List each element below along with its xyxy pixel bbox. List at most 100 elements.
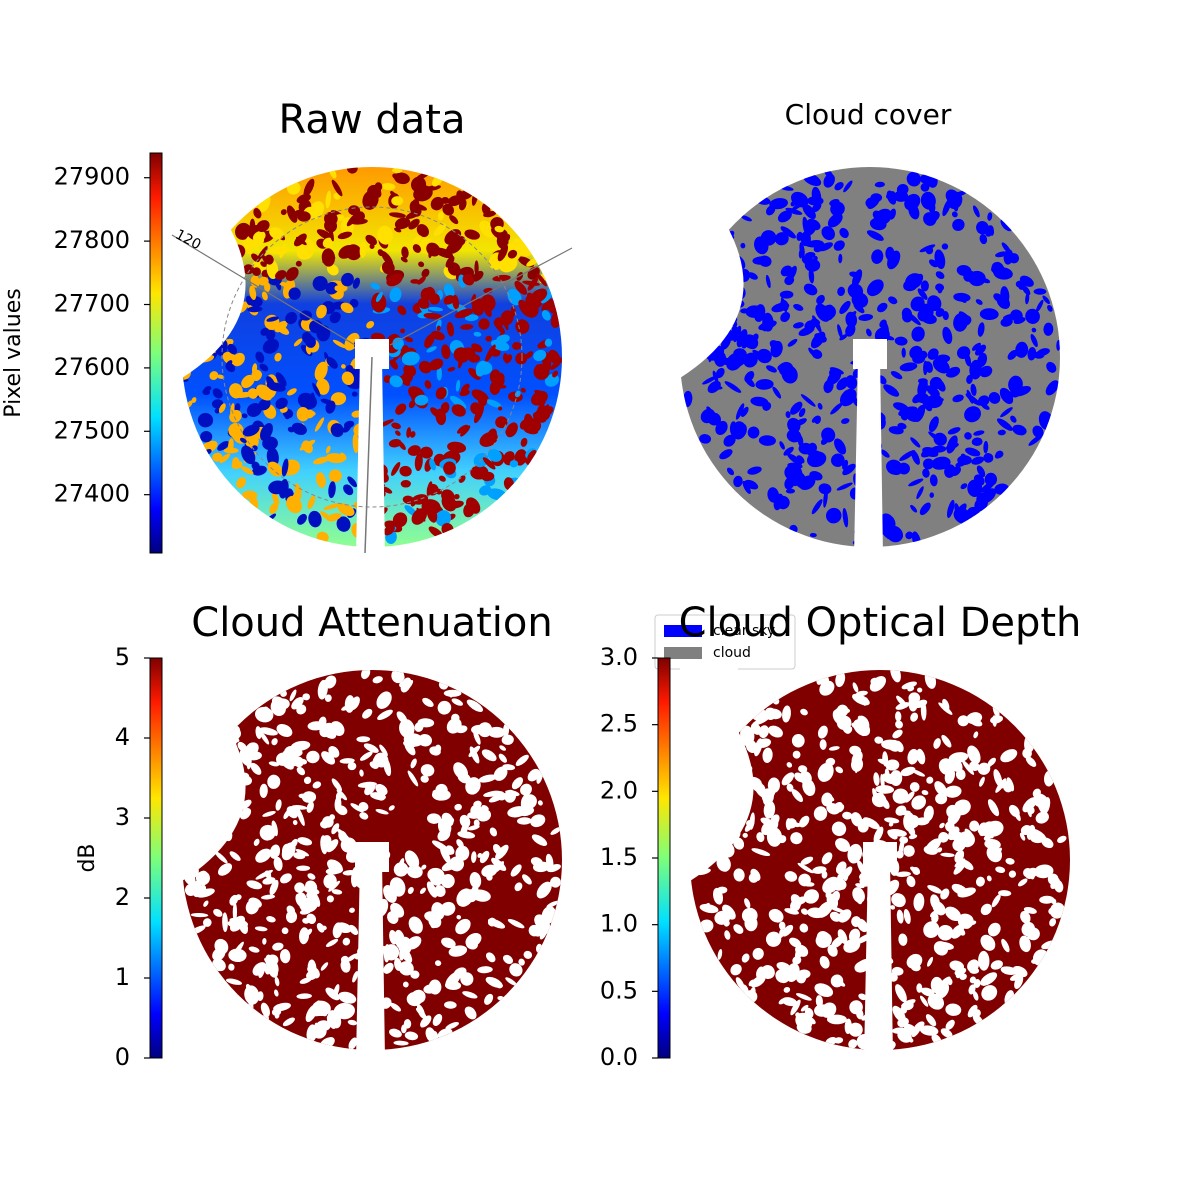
blob [230, 403, 235, 416]
blob [743, 352, 758, 368]
blob [1036, 348, 1050, 356]
blob [856, 918, 869, 933]
blob [887, 250, 901, 270]
blob [749, 987, 756, 998]
blob [429, 458, 436, 471]
blob [493, 766, 508, 781]
blob [1013, 809, 1021, 822]
blob [740, 215, 752, 222]
blob [443, 689, 462, 697]
blob [366, 320, 375, 329]
blob [911, 450, 920, 465]
blob [813, 806, 828, 821]
blob [781, 924, 794, 937]
blob [969, 820, 980, 832]
blob [852, 887, 865, 903]
blob [359, 769, 364, 777]
blob [986, 875, 992, 882]
blob [782, 705, 792, 723]
blob [333, 984, 340, 998]
blob [888, 822, 894, 827]
blob [424, 380, 432, 389]
blob [395, 403, 407, 415]
blob [782, 997, 797, 1007]
blob [724, 381, 742, 393]
blob [859, 871, 871, 881]
blob [927, 993, 944, 1010]
blob [997, 429, 1006, 436]
blob [759, 233, 766, 243]
blob [1031, 828, 1047, 842]
notch [670, 157, 744, 378]
blob [383, 885, 397, 903]
legend: clear sky cloud [654, 614, 796, 670]
blob [1000, 749, 1018, 763]
blob [862, 817, 880, 830]
blob [848, 928, 861, 943]
blob [314, 417, 325, 432]
blob [247, 306, 263, 313]
blob [262, 810, 276, 817]
blob [815, 995, 823, 1008]
blob [744, 898, 751, 909]
blob [927, 348, 939, 360]
blob [873, 826, 884, 843]
blob [320, 962, 329, 971]
blob [349, 298, 359, 308]
blob [493, 320, 506, 334]
blob [1046, 361, 1057, 373]
blob [848, 1022, 863, 1037]
blob [441, 937, 456, 949]
blob [820, 437, 829, 445]
blob [250, 762, 262, 775]
blob [874, 736, 884, 744]
blob [812, 866, 827, 874]
blob [346, 167, 358, 174]
blob [873, 772, 880, 786]
blob [983, 440, 989, 454]
blob [451, 698, 463, 706]
blob [258, 276, 269, 286]
blob [331, 778, 342, 792]
blob [740, 242, 746, 249]
blob [1035, 299, 1044, 313]
blob [790, 999, 801, 1016]
blob [454, 803, 462, 811]
blob [328, 469, 342, 483]
blob [724, 334, 737, 340]
blob [322, 237, 334, 248]
blob [928, 431, 944, 444]
blob [330, 392, 347, 406]
blob [920, 280, 929, 292]
blob [389, 287, 402, 303]
blob [491, 857, 507, 872]
blob [410, 279, 420, 284]
blob [917, 288, 928, 300]
blob [414, 453, 423, 472]
blob [1005, 858, 1015, 865]
colorbar-tick-label: 27700 [54, 290, 130, 318]
blob [786, 429, 802, 443]
blob [347, 476, 357, 488]
blob [926, 385, 940, 398]
blob [344, 695, 355, 713]
blob [821, 852, 833, 865]
blob [505, 790, 520, 797]
blob [814, 983, 834, 998]
blob [351, 391, 358, 397]
blob [944, 821, 955, 832]
blob [747, 916, 752, 921]
blob [282, 1017, 295, 1027]
blob [973, 474, 985, 486]
blob [866, 279, 884, 297]
blob [1023, 868, 1033, 878]
blob [991, 894, 1001, 908]
blob [409, 200, 422, 217]
blob [794, 944, 803, 962]
blob [266, 916, 276, 923]
blob [774, 232, 789, 246]
colorbar-label: dB [75, 843, 100, 872]
blob [248, 897, 262, 908]
blob [974, 496, 988, 512]
blob [742, 832, 748, 838]
